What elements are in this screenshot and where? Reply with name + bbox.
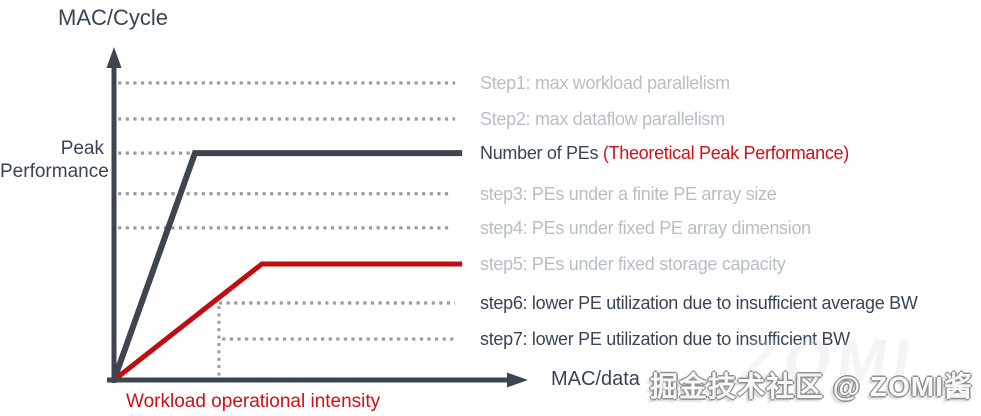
- y-axis-arrow-icon: [106, 47, 122, 68]
- label-step3-text: step3: PEs under a finite PE array size: [480, 183, 777, 204]
- peak-performance-label: Peak Performance: [0, 137, 109, 183]
- label-step2: Step2: max dataflow parallelism: [480, 108, 725, 130]
- x-axis-title: MAC/data: [551, 368, 640, 390]
- label-step6: step6: lower PE utilization due to insuf…: [480, 292, 918, 314]
- x-axis-arrow-icon: [507, 372, 528, 388]
- x-axis-annotation: Workload operational intensity: [126, 391, 381, 412]
- label-number-of-pes: Number of PEs (Theoretical Peak Performa…: [480, 142, 849, 164]
- label-step6-text: step6: lower PE utilization due to insuf…: [480, 292, 918, 313]
- label-step1: Step1: max workload parallelism: [480, 72, 730, 94]
- label-step3: step3: PEs under a finite PE array size: [480, 183, 777, 205]
- peak-performance-line2: Performance: [0, 161, 109, 182]
- label-step7: step7: lower PE utilization due to insuf…: [480, 328, 850, 350]
- y-axis-title: MAC/Cycle: [58, 5, 169, 30]
- roofline-series-1: [112, 261, 463, 382]
- label-step7-text: step7: lower PE utilization due to insuf…: [480, 329, 850, 350]
- watermark: 掘金技术社区 @ ZOMI酱: [650, 371, 973, 402]
- label-step5: step5: PEs under fixed storage capacity: [480, 253, 786, 275]
- label-step4: step4: PEs under fixed PE array dimensio…: [480, 217, 811, 239]
- label-step2-text: Step2: max dataflow parallelism: [480, 109, 725, 130]
- label-step4-text: step4: PEs under fixed PE array dimensio…: [480, 217, 811, 238]
- label-number-of-pes-text: Number of PEs: [480, 143, 603, 164]
- label-number-of-pes-suffix: (Theoretical Peak Performance): [602, 143, 849, 164]
- label-step5-text: step5: PEs under fixed storage capacity: [480, 253, 786, 274]
- label-step1-text: Step1: max workload parallelism: [480, 72, 730, 93]
- peak-performance-line1: Peak: [60, 138, 104, 159]
- roofline-series-0: [111, 150, 463, 382]
